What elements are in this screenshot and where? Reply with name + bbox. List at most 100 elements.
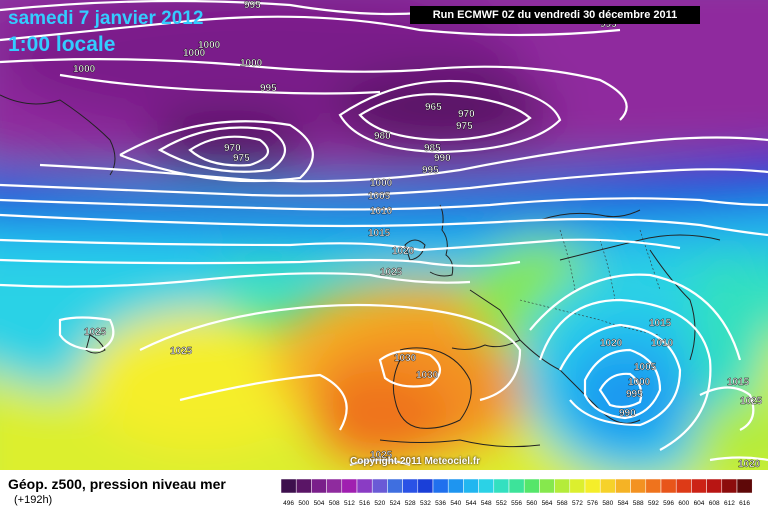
legend-swatch xyxy=(615,479,631,494)
isobar-labels: 9959951000100010001000995965970975980970… xyxy=(73,0,763,470)
forecast-local-time: 1:00 locale xyxy=(8,33,116,56)
legend-label: 556 xyxy=(511,500,522,507)
isobar-label: 975 xyxy=(456,121,473,132)
legend-swatch xyxy=(523,479,540,494)
legend-swatch xyxy=(508,479,525,494)
legend-label: 512 xyxy=(344,500,355,507)
isobar-label: 995 xyxy=(260,83,277,94)
product-title: Géop. z500, pression niveau mer xyxy=(8,476,226,492)
legend-label: 520 xyxy=(374,500,385,507)
lead-time-label: (+192h) xyxy=(14,494,53,506)
legend-label: 544 xyxy=(466,500,477,507)
legend-swatch xyxy=(281,479,297,494)
isobar-label: 1000 xyxy=(198,40,221,51)
legend-swatch xyxy=(630,479,647,494)
legend-swatch xyxy=(478,479,495,494)
legend-swatch xyxy=(432,479,449,494)
isobar-label: 1000 xyxy=(240,58,263,69)
legend-swatch xyxy=(599,479,616,494)
legend-label: 600 xyxy=(678,500,689,507)
legend-label: 516 xyxy=(359,500,370,507)
legend-swatch xyxy=(341,479,358,494)
legend-label: 504 xyxy=(314,500,325,507)
legend-swatch xyxy=(371,479,388,494)
legend-label: 564 xyxy=(542,500,553,507)
isobar-label: 995 xyxy=(626,389,643,400)
legend-swatch xyxy=(569,479,586,494)
legend-swatch xyxy=(539,479,555,494)
legend-label: 496 xyxy=(283,500,294,507)
isobar-label: 1000 xyxy=(183,48,206,59)
color-scale-legend: 496 500 504 508 512 516 520 524 528 532 536 540 544 5… xyxy=(281,479,753,507)
legend-swatch xyxy=(311,479,327,494)
legend-swatch xyxy=(554,479,571,494)
legend-swatch xyxy=(493,479,510,494)
legend-swatch xyxy=(295,479,312,494)
legend-label: 536 xyxy=(435,500,446,507)
legend-swatch xyxy=(675,479,692,494)
isobar-label: 995 xyxy=(600,19,617,30)
legend-label: 616 xyxy=(739,500,750,507)
copyright-label: Copyright 2011 Meteociel.fr xyxy=(350,456,481,467)
isobar-label: 1030 xyxy=(394,353,417,364)
legend-label: 608 xyxy=(709,500,720,507)
pressure-geopotential-map: 9959951000100010001000995965970975980970… xyxy=(0,0,768,470)
isobar-label: 980 xyxy=(374,131,391,142)
isobar-label: 990 xyxy=(434,153,451,164)
legend-label: 540 xyxy=(450,500,461,507)
legend-swatch xyxy=(356,479,373,494)
legend-label: 592 xyxy=(648,500,659,507)
legend-swatch xyxy=(660,479,677,494)
isobar-label: 975 xyxy=(233,153,250,164)
legend-swatch xyxy=(584,479,601,494)
legend-label: 524 xyxy=(390,500,401,507)
isobar-label: 1000 xyxy=(370,178,393,189)
isobar-label: 1025 xyxy=(84,327,107,338)
isobar-label: 1005 xyxy=(368,191,391,202)
country-borders xyxy=(519,229,661,336)
legend-swatch xyxy=(326,479,343,494)
legend-label: 572 xyxy=(572,500,583,507)
legend-swatch xyxy=(417,479,434,494)
isobar-label: 1025 xyxy=(380,267,403,278)
legend-swatch xyxy=(447,479,464,494)
legend-label: 532 xyxy=(420,500,431,507)
isobar-label: 1025 xyxy=(170,346,193,357)
isobar-label: 995 xyxy=(422,165,439,176)
isobar-label: 1015 xyxy=(727,377,750,388)
legend-label: 612 xyxy=(724,500,735,507)
model-run-label: Run ECMWF 0Z du vendredi 30 décembre 201… xyxy=(410,6,700,24)
isobar-label: 1005 xyxy=(634,362,657,373)
legend-label: 568 xyxy=(557,500,568,507)
legend-label: 580 xyxy=(602,500,613,507)
legend-label: 552 xyxy=(496,500,507,507)
legend-label: 604 xyxy=(694,500,705,507)
isobar-label: 1025 xyxy=(740,396,763,407)
isobar-label: 1025 xyxy=(370,450,393,461)
isobar-label: 1010 xyxy=(651,338,674,349)
legend-swatch xyxy=(721,479,738,494)
legend-label: 560 xyxy=(526,500,537,507)
isobar-label: 1015 xyxy=(649,318,672,329)
isobar-label: 1020 xyxy=(738,459,761,470)
isobar-lines xyxy=(0,0,768,467)
isobar-label: 1000 xyxy=(73,64,96,75)
legend-swatch xyxy=(402,479,419,494)
isobar-label: 1020 xyxy=(392,246,415,257)
isobar-label: 1030 xyxy=(416,370,439,381)
isobar-label: 1010 xyxy=(370,206,393,217)
forecast-date: samedi 7 janvier 2012 xyxy=(8,8,204,29)
legend-swatch xyxy=(387,479,403,494)
legend-swatch xyxy=(706,479,723,494)
isobar-label: 995 xyxy=(244,0,261,11)
legend-label: 548 xyxy=(481,500,492,507)
isobar-label: 1020 xyxy=(600,338,623,349)
legend-label: 508 xyxy=(329,500,340,507)
isobar-label: 1000 xyxy=(628,377,651,388)
legend-label: 576 xyxy=(587,500,598,507)
legend-swatch xyxy=(645,479,662,494)
isobar-label: 970 xyxy=(224,143,241,154)
isobar-label: 985 xyxy=(424,143,441,154)
legend-swatch xyxy=(736,479,753,494)
